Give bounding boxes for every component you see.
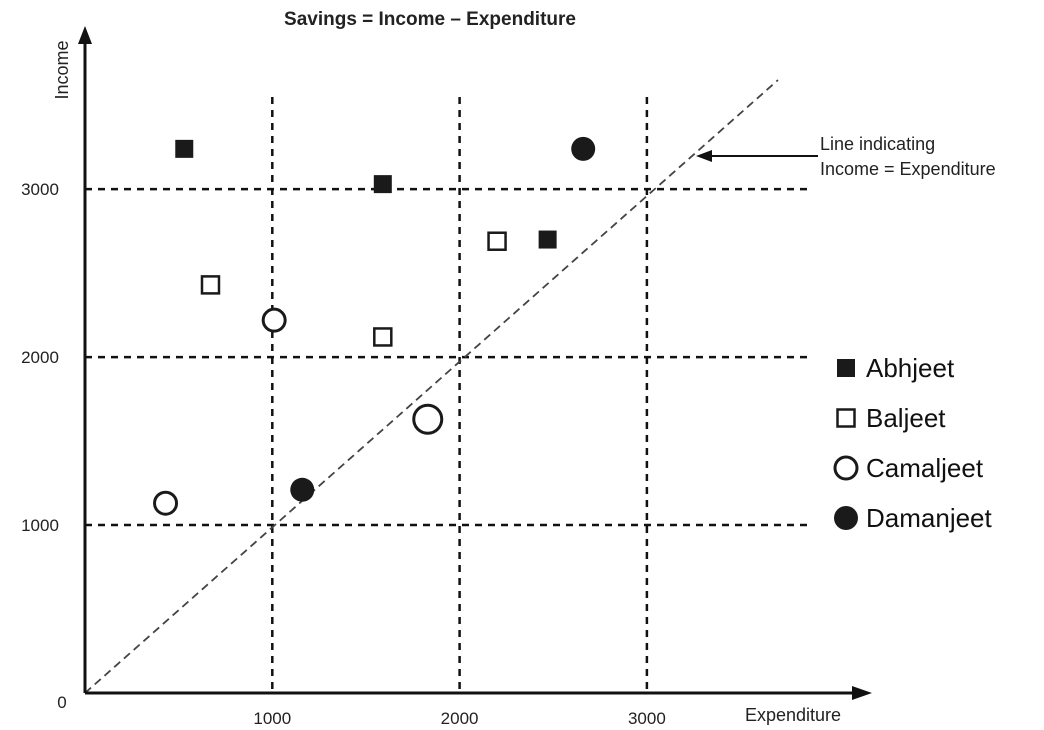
grid-lines <box>85 97 808 693</box>
reference-line-label-1: Line indicating <box>820 134 935 154</box>
y-axis-label: Income <box>52 40 72 99</box>
point-abhjeet <box>373 175 392 194</box>
legend-label-camaljeet: Camaljeet <box>866 453 984 483</box>
point-abhjeet <box>538 230 557 249</box>
legend-label-abhjeet: Abhjeet <box>866 353 955 383</box>
point-baljeet <box>200 275 221 295</box>
point-baljeet <box>487 231 507 251</box>
reference-line-label-2: Income = Expenditure <box>820 159 996 179</box>
x-tick-label: 2000 <box>441 709 479 728</box>
point-camaljeet <box>412 403 444 435</box>
chart-title: Savings = Income – Expenditure <box>284 9 576 30</box>
point-damanjeet <box>571 136 596 161</box>
y-tick-label: 2000 <box>21 348 59 367</box>
y-tick-label: 1000 <box>21 516 59 535</box>
annotation-arrowhead <box>696 150 712 162</box>
income-equals-expenditure-line <box>84 79 779 694</box>
y-tick-label: 3000 <box>21 180 59 199</box>
axes: 1000 2000 3000 1000 2000 3000 <box>21 26 872 728</box>
x-axis-arrowhead <box>852 686 872 700</box>
legend-marker-baljeet <box>836 408 856 428</box>
x-tick-label: 1000 <box>253 709 291 728</box>
reference-line <box>84 79 818 694</box>
y-axis-arrowhead <box>78 26 92 44</box>
legend: Abhjeet Baljeet Camaljeet Damanjeet <box>833 353 993 533</box>
legend-label-baljeet: Baljeet <box>866 403 946 433</box>
legend-marker-camaljeet <box>833 455 859 481</box>
point-abhjeet <box>175 139 194 158</box>
point-camaljeet <box>261 307 287 333</box>
x-axis-label: Expenditure <box>745 705 841 725</box>
point-damanjeet <box>290 477 315 502</box>
data-points <box>153 136 596 516</box>
legend-label-damanjeet: Damanjeet <box>866 503 993 533</box>
point-baljeet <box>373 327 393 347</box>
origin-label: 0 <box>57 693 66 712</box>
legend-marker-damanjeet <box>834 506 858 530</box>
legend-marker-abhjeet <box>837 359 855 377</box>
x-tick-label: 3000 <box>628 709 666 728</box>
point-camaljeet <box>153 490 179 516</box>
